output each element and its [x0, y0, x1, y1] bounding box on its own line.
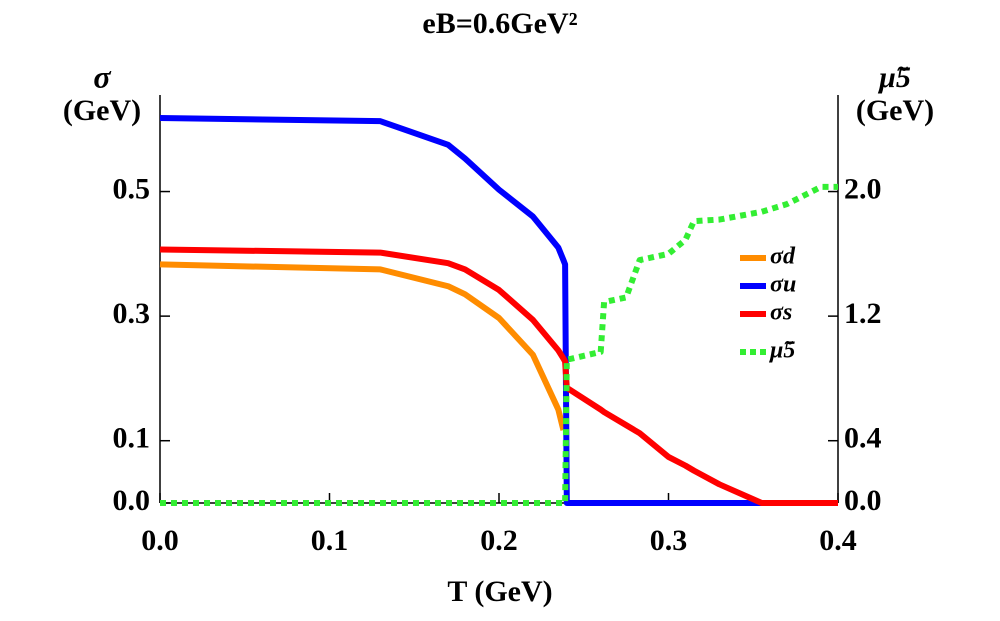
x-tick-label: 0.3	[650, 524, 688, 557]
y-axis-label: (GeV)	[63, 94, 141, 127]
y2-tick-label: 2.0	[844, 172, 882, 205]
x-tick-label: 0.0	[141, 524, 179, 557]
y2-tick-label: 0.0	[844, 484, 882, 517]
x-tick-label: 0.4	[819, 524, 857, 557]
y2-tick-label: 0.4	[844, 422, 882, 455]
y2-tick-label: 1.2	[844, 297, 882, 330]
y-tick-label: 0.3	[113, 297, 151, 330]
y-tick-label: 0.5	[113, 172, 151, 205]
series-line	[159, 261, 567, 431]
series-line	[160, 183, 838, 506]
y2-axis-label: (GeV)	[856, 94, 934, 127]
legend-label: μ̃5	[768, 338, 795, 364]
y-tick-label: 0.1	[113, 422, 151, 455]
x-tick-label: 0.1	[311, 524, 349, 557]
y-tick-label: 0.0	[113, 484, 151, 517]
y-axis-label: σ	[93, 58, 111, 94]
legend-label: σd	[770, 244, 796, 270]
legend-label: σs	[770, 300, 792, 326]
y2-axis-label: μ̃5	[877, 61, 911, 94]
series-line	[159, 246, 838, 506]
x-axis-label: T (GeV)	[447, 575, 552, 608]
legend-label: σu	[770, 272, 796, 298]
chart-title: eB=0.6GeV²	[422, 7, 577, 40]
series-line	[159, 115, 838, 506]
x-tick-label: 0.2	[480, 524, 518, 557]
